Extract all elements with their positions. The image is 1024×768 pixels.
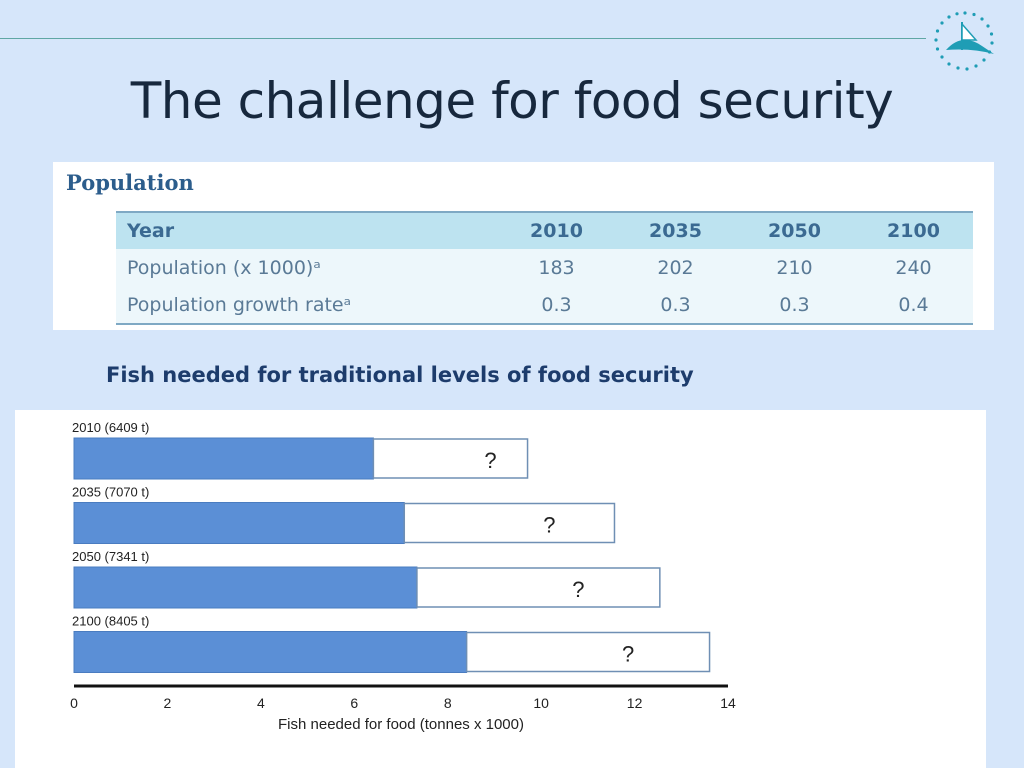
x-tick-label: 2 [164,695,172,711]
population-panel: Population Year 2010 2035 2050 2100 Popu… [53,162,994,330]
table-cell: 240 [854,249,973,286]
fish-need-bar [73,631,468,673]
bar-question-label: ? [484,448,496,473]
slide-title: The challenge for food security [130,72,894,130]
column-header: 2100 [854,211,973,249]
bar-question-label: ? [572,577,584,602]
bar-question-label: ? [543,513,555,538]
table-cell: 0.4 [854,286,973,325]
unknown-extra-bar [403,502,616,544]
table-cell: 0.3 [497,286,616,325]
bar-category-label: 2010 (6409 t) [72,420,149,435]
x-tick-label: 12 [627,695,643,711]
bar-category-label: 2035 (7070 t) [72,485,149,500]
fish-chart: 2010 (6409 t)? 2035 (7070 t)? 2050 (7341 t… [70,420,736,733]
x-tick-label: 6 [350,695,358,711]
x-tick-label: 4 [257,695,265,711]
header-divider [0,38,926,39]
table-cell: 202 [616,249,735,286]
table-cell: 0.3 [616,286,735,325]
table-cell: 0.3 [735,286,854,325]
table-row: Population (x 1000)ᵃ 183 202 210 240 [116,249,973,286]
fish-section-heading: Fish needed for traditional levels of fo… [106,363,694,387]
population-heading: Population [66,170,194,195]
row-label: Population growth rateᵃ [116,286,497,325]
table-cell: 183 [497,249,616,286]
table-cell: 210 [735,249,854,286]
x-tick-label: 0 [70,695,78,711]
column-header: 2050 [735,211,854,249]
fish-need-bar [73,566,418,609]
x-tick-label: 14 [720,695,736,711]
bar-category-label: 2100 (8405 t) [72,614,149,629]
x-axis-label: Fish needed for food (tonnes x 1000) [278,716,524,733]
unknown-extra-bar [416,567,661,608]
bar-question-label: ? [622,642,634,667]
column-header: 2010 [497,211,616,249]
table-header-row: Year 2010 2035 2050 2100 [116,211,973,249]
column-header: Year [116,211,497,249]
unknown-extra-bar [465,631,711,673]
population-table: Year 2010 2035 2050 2100 Population (x 1… [116,211,973,325]
x-tick-label: 10 [533,695,549,711]
fish-need-bar [73,502,405,544]
unknown-extra-bar [372,438,529,479]
x-tick-label: 8 [444,695,452,711]
column-header: 2035 [616,211,735,249]
fish-chart-panel: 2010 (6409 t)? 2035 (7070 t)? 2050 (7341 t… [15,410,986,768]
row-label: Population (x 1000)ᵃ [116,249,497,286]
bar-category-label: 2050 (7341 t) [72,549,149,564]
table-row: Population growth rateᵃ 0.3 0.3 0.3 0.4 [116,286,973,325]
fish-need-bar [73,437,374,480]
organization-logo-icon [934,11,994,71]
